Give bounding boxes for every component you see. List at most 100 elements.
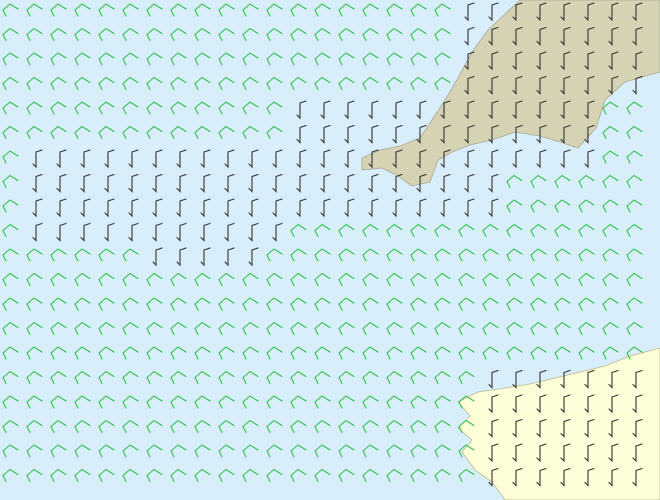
wind-barb (26, 419, 43, 428)
wind-barb (242, 346, 259, 354)
wind-barb (2, 101, 19, 109)
wind-barb (440, 149, 451, 169)
wind-barb (434, 444, 451, 452)
wind-barb (26, 468, 43, 477)
wind-barb (386, 395, 403, 403)
wind-barb (362, 9, 367, 17)
wind-barb (314, 401, 319, 409)
wind-barb (464, 198, 475, 218)
wind-barb (26, 327, 31, 336)
wind-barb (536, 467, 547, 487)
wind-barb (194, 52, 211, 60)
wind-barb (152, 247, 163, 267)
wind-barb (122, 425, 127, 434)
wind-barb (290, 321, 307, 330)
wind-barb (392, 173, 403, 193)
wind-barb (170, 297, 187, 305)
wind-barb (98, 303, 103, 311)
wind-barb (218, 33, 223, 42)
wind-barb (26, 125, 43, 134)
wind-barb (266, 254, 271, 262)
wind-barb (242, 474, 247, 483)
wind-barb (2, 3, 19, 11)
wind-barb (626, 297, 643, 305)
wind-barb (170, 278, 175, 287)
wind-barb (344, 100, 355, 120)
wind-barb (386, 52, 403, 60)
wind-barb (584, 394, 595, 414)
wind-barb (602, 205, 607, 213)
wind-barb (32, 198, 43, 218)
wind-barb (410, 297, 427, 305)
wind-barb (506, 199, 523, 207)
wind-barb (50, 248, 67, 256)
wind-barb (578, 254, 583, 262)
wind-barb (290, 248, 307, 256)
wind-barbs (2, 2, 643, 487)
wind-barb (554, 229, 559, 238)
wind-barb (578, 223, 595, 232)
wind-barb (146, 297, 163, 305)
wind-barb (338, 52, 355, 60)
wind-barb (50, 82, 55, 91)
wind-barb (482, 229, 487, 238)
wind-barb (464, 149, 475, 169)
wind-barb (122, 58, 127, 66)
wind-barb (434, 223, 451, 232)
wind-barb (98, 272, 115, 281)
wind-barb (314, 9, 319, 17)
wind-barb (50, 425, 55, 434)
wind-barb (362, 33, 367, 42)
wind-barb (170, 131, 175, 140)
wind-barb (290, 425, 295, 434)
wind-barb (242, 395, 259, 403)
wind-barb (344, 124, 355, 144)
wind-barb (290, 401, 295, 409)
wind-barb (506, 352, 511, 360)
wind-barb (482, 321, 499, 330)
wind-barb (266, 58, 271, 66)
wind-barb (338, 248, 355, 256)
wind-barb (458, 352, 463, 360)
wind-barb (434, 229, 439, 238)
wind-barb (146, 444, 163, 452)
wind-barb (608, 467, 619, 487)
wind-barb (98, 346, 115, 354)
wind-barb (146, 33, 151, 42)
wind-barb (266, 82, 271, 91)
wind-barb (194, 272, 211, 281)
wind-barb (266, 272, 283, 281)
wind-barb (50, 346, 67, 354)
wind-barb (338, 401, 343, 409)
wind-barb (74, 346, 91, 354)
wind-barb (122, 474, 127, 483)
wind-barb (458, 303, 463, 311)
wind-barb (176, 247, 187, 267)
wind-barb (290, 9, 295, 17)
wind-barb (2, 346, 19, 354)
wind-barb (218, 272, 235, 281)
wind-barb (386, 297, 403, 305)
wind-barb (482, 278, 487, 287)
wind-barb (98, 468, 115, 477)
wind-barb (242, 327, 247, 336)
wind-barb (146, 468, 163, 477)
wind-barb (170, 450, 175, 458)
wind-barb (338, 352, 343, 360)
wind-barb (512, 124, 523, 144)
wind-barb (602, 156, 607, 164)
wind-barb (200, 222, 211, 242)
wind-barb (338, 9, 343, 17)
wind-barb (626, 150, 643, 158)
wind-barb (410, 52, 427, 60)
wind-barb (314, 52, 331, 60)
wind-barb (632, 443, 643, 463)
wind-barb (146, 9, 151, 17)
wind-barb (176, 149, 187, 169)
wind-barb (80, 222, 91, 242)
wind-barb (74, 107, 79, 115)
wind-barb (74, 321, 91, 330)
wind-barb (2, 131, 7, 140)
wind-barb (32, 173, 43, 193)
wind-barb (290, 3, 307, 11)
